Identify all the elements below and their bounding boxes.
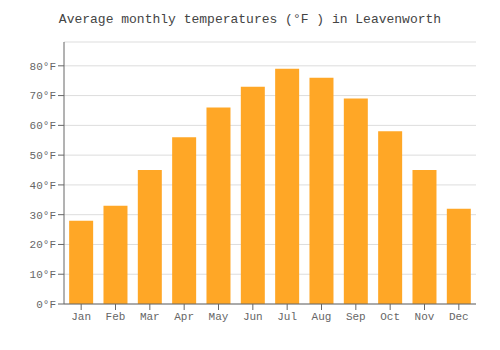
svg-text:Jan: Jan xyxy=(71,311,91,323)
svg-text:May: May xyxy=(209,311,229,323)
svg-text:40°F: 40°F xyxy=(30,180,56,192)
svg-text:Aug: Aug xyxy=(312,311,332,323)
svg-text:50°F: 50°F xyxy=(30,150,56,162)
svg-text:30°F: 30°F xyxy=(30,210,56,222)
svg-text:Sep: Sep xyxy=(346,311,366,323)
svg-text:10°F: 10°F xyxy=(30,269,56,281)
svg-text:0°F: 0°F xyxy=(36,299,56,311)
svg-text:Jul: Jul xyxy=(277,311,297,323)
svg-text:20°F: 20°F xyxy=(30,239,56,251)
svg-text:60°F: 60°F xyxy=(30,120,56,132)
svg-text:80°F: 80°F xyxy=(30,61,56,73)
svg-text:Jun: Jun xyxy=(243,311,263,323)
html-text:Average monthly temperatures (: Average monthly temperatures (°F ) in Le… xyxy=(58,12,442,27)
svg-text:70°F: 70°F xyxy=(30,90,56,102)
svg-text:Apr: Apr xyxy=(174,311,194,323)
svg-text:Oct: Oct xyxy=(380,311,400,323)
svg-text:Dec: Dec xyxy=(449,311,469,323)
svg-text:Mar: Mar xyxy=(140,311,160,323)
svg-text:Feb: Feb xyxy=(106,311,126,323)
svg-text:Nov: Nov xyxy=(415,311,435,323)
